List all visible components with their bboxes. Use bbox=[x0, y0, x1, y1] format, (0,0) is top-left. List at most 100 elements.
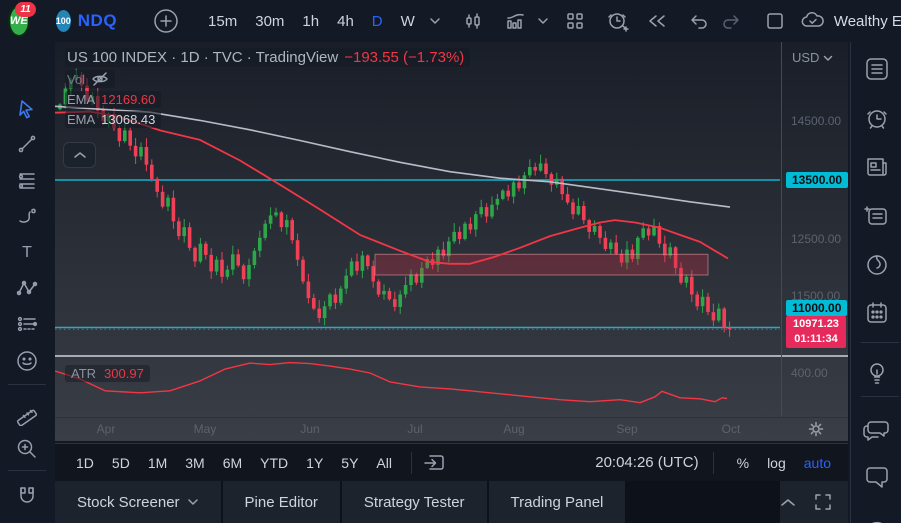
create-alert-button[interactable] bbox=[606, 9, 630, 33]
broker-logo[interactable]: WE 11 bbox=[8, 2, 36, 37]
time-axis[interactable]: Apr May Jun Jul Aug Sep Oct bbox=[55, 418, 848, 441]
panel-notes[interactable] bbox=[862, 201, 892, 231]
cloud-check-icon bbox=[801, 11, 824, 27]
tab-trading-panel[interactable]: Trading Panel bbox=[488, 481, 626, 523]
currency-selector[interactable]: USD bbox=[792, 50, 833, 65]
alarm-clock-plus-icon bbox=[608, 13, 629, 32]
brush-icon bbox=[19, 208, 36, 223]
timeframe-15m[interactable]: 15m bbox=[199, 13, 246, 30]
tab-pine-editor[interactable]: Pine Editor bbox=[222, 481, 340, 523]
tool-cursor[interactable] bbox=[9, 94, 45, 124]
range-5y[interactable]: 5Y bbox=[332, 455, 367, 471]
redo-button[interactable] bbox=[720, 10, 742, 32]
tool-trend-line[interactable] bbox=[9, 129, 45, 159]
range-1m[interactable]: 1M bbox=[139, 455, 176, 471]
tab-strategy-tester[interactable]: Strategy Tester bbox=[341, 481, 487, 523]
chart-region[interactable]: US 100 INDEX · 1D · TVC · TradingView −1… bbox=[55, 42, 849, 441]
pane-separator[interactable] bbox=[55, 355, 848, 357]
panel-ideas[interactable] bbox=[862, 358, 892, 388]
indicator-templates-button[interactable] bbox=[536, 14, 550, 28]
price-tick-13500.00: 13500.00 bbox=[786, 172, 849, 188]
timeframe-1h[interactable]: 1h bbox=[293, 13, 328, 30]
atr-pane-svg[interactable] bbox=[55, 357, 780, 417]
panel-private-chat[interactable] bbox=[862, 462, 892, 492]
range-all[interactable]: All bbox=[367, 455, 401, 471]
timeframe-W[interactable]: W bbox=[392, 13, 424, 30]
timeframe-D[interactable]: D bbox=[363, 13, 392, 30]
ema-fast-label[interactable]: EMA bbox=[67, 92, 96, 107]
panel-public-chat[interactable] bbox=[862, 415, 892, 445]
timeframe-4h[interactable]: 4h bbox=[328, 13, 363, 30]
timeframe-dropdown-button[interactable] bbox=[428, 14, 442, 28]
tool-emoji[interactable] bbox=[9, 346, 45, 376]
bottom-panel-tabs: Stock Screener Pine Editor Strategy Tester… bbox=[55, 481, 848, 523]
zoom-in-icon bbox=[17, 439, 36, 458]
panel-streams[interactable] bbox=[862, 508, 892, 523]
go-to-date-icon bbox=[424, 454, 444, 470]
axis-separator bbox=[55, 417, 848, 418]
sidebar-divider bbox=[861, 342, 899, 343]
hidden-eye-icon[interactable] bbox=[91, 71, 109, 87]
range-3m[interactable]: 3M bbox=[176, 455, 213, 471]
axis-settings-gear-icon[interactable] bbox=[808, 421, 824, 437]
undo-button[interactable] bbox=[688, 10, 710, 32]
tool-measure[interactable] bbox=[9, 399, 45, 429]
text-notes-icon bbox=[864, 206, 887, 225]
panel-alerts[interactable] bbox=[862, 103, 892, 133]
range-ytd[interactable]: YTD bbox=[251, 455, 297, 471]
tool-fib-retracement[interactable] bbox=[9, 165, 45, 195]
symbol-search-button[interactable]: NDQ bbox=[77, 11, 118, 30]
tool-xabcd-pattern[interactable] bbox=[9, 273, 45, 303]
price-axis[interactable]: USD 10971.23 01:11:34 400.00 14500.00 135… bbox=[781, 42, 849, 417]
select-layout-checkbox[interactable] bbox=[764, 10, 786, 32]
date-range-group: 1D 5D 1M 3M 6M YTD 1Y 5Y All bbox=[67, 455, 401, 471]
forecast-icon bbox=[17, 316, 38, 332]
account-name[interactable]: Wealthy Educ... bbox=[833, 12, 901, 30]
symbol-logo[interactable]: 100 bbox=[55, 10, 71, 32]
cloud-save-button[interactable] bbox=[800, 10, 826, 32]
range-6m[interactable]: 6M bbox=[214, 455, 251, 471]
range-1d[interactable]: 1D bbox=[67, 455, 103, 471]
panel-expand-button[interactable] bbox=[780, 497, 796, 507]
candlestick-icon bbox=[466, 13, 480, 29]
tool-magnet[interactable] bbox=[9, 481, 45, 511]
chart-style-button[interactable] bbox=[462, 10, 484, 32]
panel-news[interactable] bbox=[862, 152, 892, 182]
hotlist-flame-icon bbox=[867, 255, 887, 275]
pattern-icon bbox=[16, 280, 38, 296]
ema-slow-label[interactable]: EMA bbox=[67, 112, 96, 127]
symbol-title[interactable]: US 100 INDEX · 1D · TVC · TradingView bbox=[67, 49, 339, 66]
auto-scale-button[interactable]: auto bbox=[795, 455, 840, 471]
volume-label[interactable]: Vol bbox=[67, 71, 86, 87]
layout-grid-button[interactable] bbox=[564, 10, 586, 32]
tool-text[interactable]: T bbox=[9, 237, 45, 267]
chevron-down-icon bbox=[824, 55, 833, 61]
compare-add-symbol-button[interactable] bbox=[153, 8, 179, 34]
panel-calendar[interactable] bbox=[862, 298, 892, 328]
tool-forecast[interactable] bbox=[9, 309, 45, 339]
indicators-button[interactable] bbox=[504, 9, 528, 33]
bar-replay-button[interactable] bbox=[646, 10, 668, 32]
legend-collapse-button[interactable] bbox=[63, 142, 96, 168]
go-to-date-button[interactable] bbox=[422, 452, 446, 474]
month-label-oct: Oct bbox=[721, 422, 741, 436]
percent-scale-button[interactable]: % bbox=[728, 455, 758, 471]
redo-arrow-icon bbox=[723, 15, 739, 29]
panel-hotlists[interactable] bbox=[862, 250, 892, 280]
log-scale-button[interactable]: log bbox=[758, 455, 795, 471]
clock[interactable]: 20:04:26 (UTC) bbox=[595, 454, 699, 471]
timeframe-30m[interactable]: 30m bbox=[246, 13, 293, 30]
tool-lock-drawings[interactable] bbox=[9, 516, 45, 523]
atr-label[interactable]: ATR bbox=[71, 366, 97, 381]
range-5d[interactable]: 5D bbox=[103, 455, 139, 471]
tool-zoom-in[interactable] bbox=[9, 434, 45, 464]
main-chart-svg[interactable] bbox=[55, 42, 780, 355]
lightbulb-icon bbox=[870, 363, 884, 384]
panel-watchlist[interactable] bbox=[862, 54, 892, 84]
panel-maximize-button[interactable] bbox=[814, 493, 832, 511]
svg-text:T: T bbox=[22, 244, 32, 261]
tool-brush[interactable] bbox=[9, 201, 45, 231]
magnet-icon bbox=[20, 487, 34, 503]
tab-stock-screener[interactable]: Stock Screener bbox=[55, 481, 221, 523]
range-1y[interactable]: 1Y bbox=[297, 455, 332, 471]
